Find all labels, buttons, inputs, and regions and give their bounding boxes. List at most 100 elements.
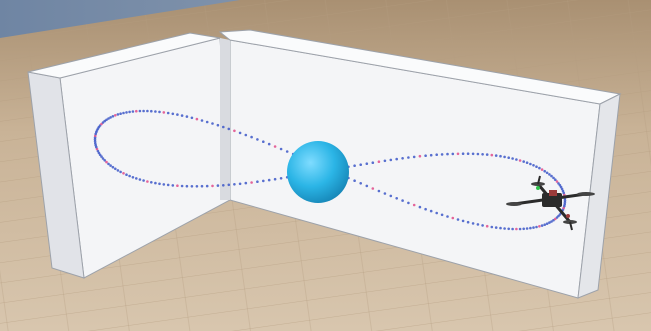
trajectory-point: [401, 157, 404, 160]
trajectory-point: [559, 185, 563, 189]
trajectory-point: [195, 185, 199, 188]
trajectory-point: [176, 184, 179, 187]
trajectory-point: [262, 140, 265, 143]
trajectory-point: [371, 187, 375, 190]
trajectory-point: [485, 153, 489, 156]
trajectory-point: [125, 111, 128, 114]
trajectory-point: [150, 109, 153, 113]
trajectory-point: [222, 125, 225, 129]
trajectory-point: [476, 152, 480, 156]
trajectory-point: [518, 227, 522, 231]
trajectory-point: [216, 184, 220, 187]
trajectory-point: [138, 178, 142, 181]
trajectory-point: [150, 181, 153, 184]
trajectory-point: [279, 147, 283, 151]
trajectory-point: [125, 173, 128, 176]
trajectory-point: [109, 116, 112, 119]
trajectory-point: [94, 142, 97, 145]
trajectory-point: [359, 163, 363, 166]
trajectory-point: [105, 160, 108, 164]
trajectory-point: [162, 183, 166, 186]
trajectory-point: [285, 150, 289, 153]
trajectory-point: [135, 109, 138, 113]
trajectory-point: [267, 142, 271, 146]
trajectory-point: [412, 155, 416, 159]
trajectory-point: [518, 159, 522, 162]
trajectory-point: [383, 192, 387, 195]
trajectory-point: [481, 224, 484, 227]
trajectory-point: [451, 152, 455, 156]
trajectory-point: [96, 149, 100, 153]
trajectory-point: [471, 222, 475, 225]
trajectory-point: [548, 173, 551, 176]
trajectory-point: [395, 157, 399, 161]
trajectory-point: [552, 176, 555, 180]
trajectory-point: [543, 223, 546, 226]
trajectory-point: [535, 225, 538, 229]
trajectory-point: [424, 207, 427, 211]
trajectory-point: [273, 177, 277, 181]
trajectory-point: [211, 122, 214, 125]
trajectory-point: [353, 179, 356, 182]
trajectory-point: [180, 114, 184, 117]
trajectory-point: [550, 220, 553, 223]
trajectory-point: [365, 184, 369, 188]
trajectory-point: [138, 109, 142, 113]
trajectory-point: [238, 182, 242, 186]
trajectory-point: [119, 170, 122, 174]
trajectory-point: [244, 133, 248, 137]
trajectory-point: [109, 164, 112, 167]
trajectory-point: [446, 152, 449, 156]
trajectory-point: [158, 182, 161, 186]
trajectory-point: [563, 199, 567, 202]
trajectory-point: [100, 155, 103, 158]
trajectory-point: [412, 203, 416, 207]
trajectory-point: [122, 172, 125, 175]
trajectory-point: [131, 110, 135, 113]
trajectory-point: [162, 111, 166, 114]
trajectory-point: [538, 166, 541, 170]
trajectory-point: [543, 169, 546, 173]
main-wall-shadow-side: [220, 38, 230, 200]
trajectory-point: [185, 115, 189, 118]
trajectory-point: [146, 180, 149, 183]
trajectory-point: [267, 178, 271, 182]
trajectory-point: [507, 227, 511, 231]
trajectory-point: [540, 224, 544, 227]
trajectory-point: [494, 226, 498, 229]
trajectory-point: [116, 169, 120, 172]
trajectory-point: [216, 123, 220, 127]
trajectory-point: [205, 120, 209, 124]
trajectory-point: [114, 167, 117, 171]
trajectory-point: [103, 159, 106, 162]
trajectory-point: [522, 227, 525, 231]
trajectory-point: [107, 162, 110, 166]
trajectory-point: [557, 182, 560, 185]
trajectory-point: [389, 194, 393, 198]
trajectory-point: [522, 160, 525, 163]
trajectory-point: [429, 153, 433, 157]
trajectory-point: [418, 154, 422, 158]
trajectory-point: [540, 168, 544, 171]
main-wall-end: [577, 93, 621, 299]
trajectory-point: [561, 189, 565, 193]
trajectory-point: [548, 221, 551, 224]
trajectory-point: [185, 184, 189, 188]
trajectory-point: [222, 184, 225, 187]
trajectory-point: [279, 177, 283, 180]
trajectory-point: [383, 159, 387, 163]
trajectory-point: [466, 220, 470, 224]
trajectory-point: [195, 117, 199, 121]
trajectory-point: [114, 114, 117, 117]
trajectory-point: [532, 164, 535, 167]
trajectory-point: [503, 155, 506, 159]
target-sphere: [287, 141, 349, 203]
trajectory-point: [395, 197, 399, 200]
trajectory-point: [401, 199, 404, 202]
trajectory-point: [166, 111, 170, 115]
trajectory-point: [507, 156, 511, 159]
trajectory-point: [476, 223, 480, 226]
trajectory-point: [552, 218, 555, 222]
trajectory-point: [377, 160, 381, 163]
trajectory-point: [119, 112, 122, 115]
